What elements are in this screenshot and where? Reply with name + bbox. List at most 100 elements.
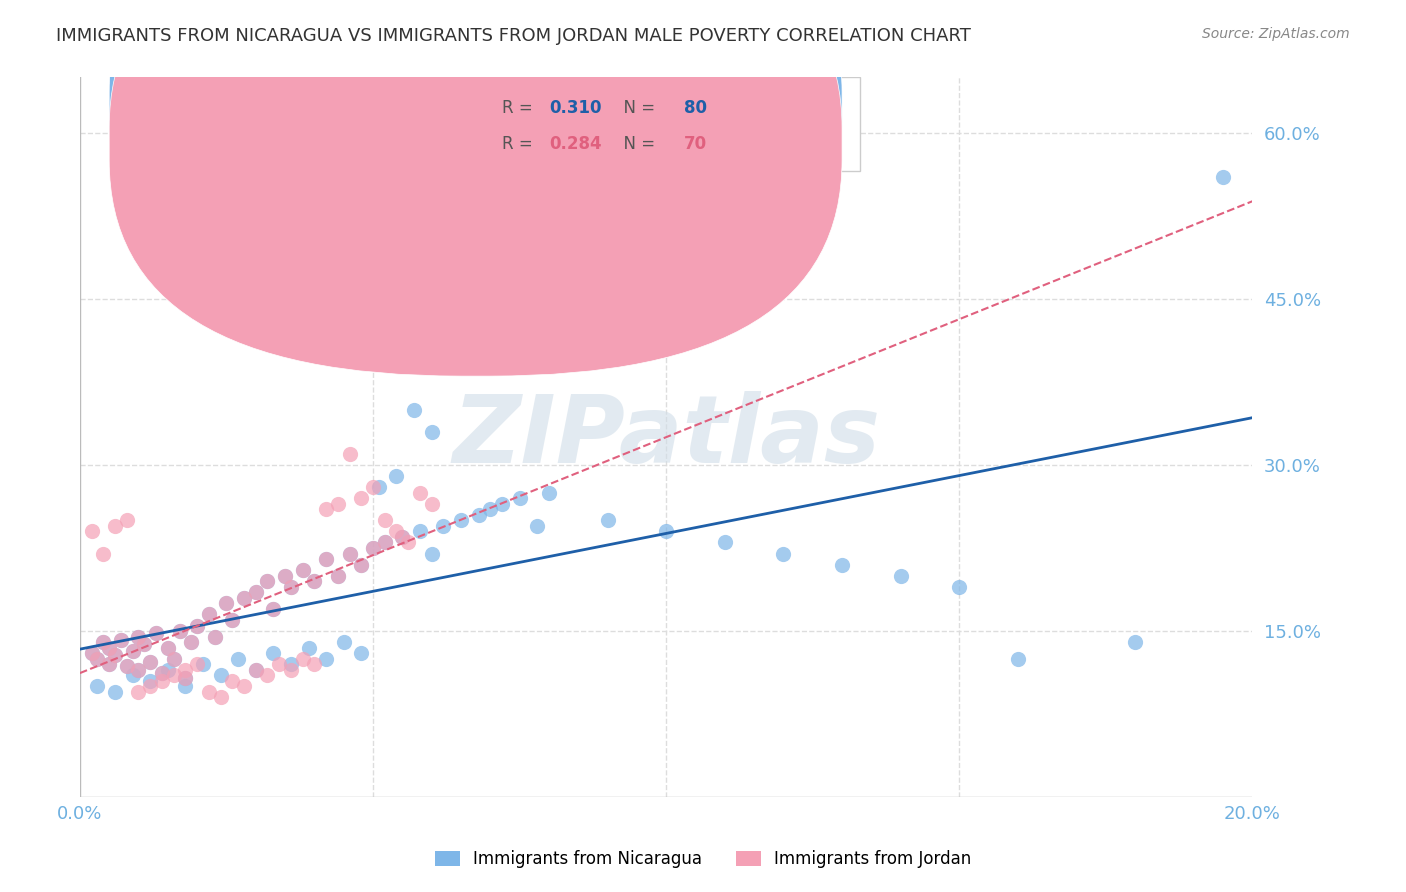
- Point: [245, 585, 267, 599]
- Point: [91, 635, 114, 649]
- Point: [280, 663, 302, 677]
- Point: [339, 547, 361, 561]
- Point: [291, 563, 314, 577]
- Point: [714, 535, 737, 549]
- Point: [420, 425, 443, 439]
- Text: N =: N =: [613, 135, 661, 153]
- Point: [391, 530, 413, 544]
- Point: [304, 574, 326, 589]
- Point: [304, 657, 326, 672]
- Point: [139, 655, 162, 669]
- Point: [221, 613, 243, 627]
- Point: [262, 602, 284, 616]
- Point: [121, 644, 143, 658]
- Point: [374, 513, 396, 527]
- Point: [361, 541, 384, 555]
- Text: 80: 80: [683, 99, 707, 117]
- Point: [509, 491, 531, 506]
- Point: [396, 535, 419, 549]
- Point: [104, 648, 127, 663]
- Point: [420, 547, 443, 561]
- Point: [262, 646, 284, 660]
- Point: [256, 574, 278, 589]
- Point: [150, 666, 173, 681]
- Point: [174, 671, 197, 685]
- Point: [174, 680, 197, 694]
- Point: [204, 630, 226, 644]
- Point: [274, 568, 297, 582]
- Point: [180, 635, 202, 649]
- Point: [86, 651, 108, 665]
- Point: [350, 558, 373, 572]
- Point: [432, 519, 454, 533]
- Point: [104, 648, 127, 663]
- Point: [139, 673, 162, 688]
- Point: [1212, 170, 1234, 185]
- Text: R =: R =: [502, 135, 538, 153]
- Point: [80, 524, 103, 539]
- Text: 70: 70: [683, 135, 707, 153]
- Point: [204, 630, 226, 644]
- Point: [537, 485, 560, 500]
- FancyBboxPatch shape: [110, 0, 842, 340]
- Point: [339, 447, 361, 461]
- Point: [315, 651, 337, 665]
- Point: [134, 637, 156, 651]
- Point: [256, 668, 278, 682]
- Point: [409, 485, 432, 500]
- Point: [420, 497, 443, 511]
- Point: [467, 508, 489, 522]
- FancyBboxPatch shape: [450, 78, 859, 171]
- Point: [198, 607, 221, 622]
- Text: ZIPatlas: ZIPatlas: [453, 392, 880, 483]
- Point: [274, 568, 297, 582]
- Point: [98, 640, 121, 655]
- Point: [221, 673, 243, 688]
- Point: [169, 624, 191, 638]
- Point: [198, 607, 221, 622]
- Point: [174, 671, 197, 685]
- Point: [491, 497, 513, 511]
- Point: [156, 663, 179, 677]
- Point: [209, 690, 232, 705]
- Point: [315, 552, 337, 566]
- Point: [291, 651, 314, 665]
- Point: [91, 547, 114, 561]
- Point: [350, 491, 373, 506]
- Point: [256, 574, 278, 589]
- Point: [150, 666, 173, 681]
- Point: [280, 580, 302, 594]
- Text: 0.284: 0.284: [548, 135, 602, 153]
- Point: [104, 685, 127, 699]
- Point: [772, 547, 794, 561]
- Text: 0.310: 0.310: [548, 99, 602, 117]
- Point: [186, 657, 208, 672]
- Point: [128, 663, 150, 677]
- Point: [145, 626, 167, 640]
- Point: [215, 596, 238, 610]
- Point: [98, 657, 121, 672]
- Point: [145, 626, 167, 640]
- Point: [104, 519, 127, 533]
- Point: [385, 469, 408, 483]
- Point: [479, 502, 502, 516]
- Point: [180, 635, 202, 649]
- Point: [315, 552, 337, 566]
- Point: [332, 635, 354, 649]
- Point: [156, 640, 179, 655]
- Point: [198, 685, 221, 699]
- Point: [326, 568, 349, 582]
- Point: [326, 568, 349, 582]
- Point: [110, 632, 132, 647]
- Text: N =: N =: [613, 99, 661, 117]
- Point: [526, 519, 548, 533]
- Point: [163, 651, 186, 665]
- Point: [1007, 651, 1029, 665]
- Point: [209, 668, 232, 682]
- Point: [315, 502, 337, 516]
- Point: [128, 630, 150, 644]
- Point: [269, 657, 291, 672]
- Point: [1123, 635, 1146, 649]
- Point: [831, 558, 853, 572]
- Point: [374, 535, 396, 549]
